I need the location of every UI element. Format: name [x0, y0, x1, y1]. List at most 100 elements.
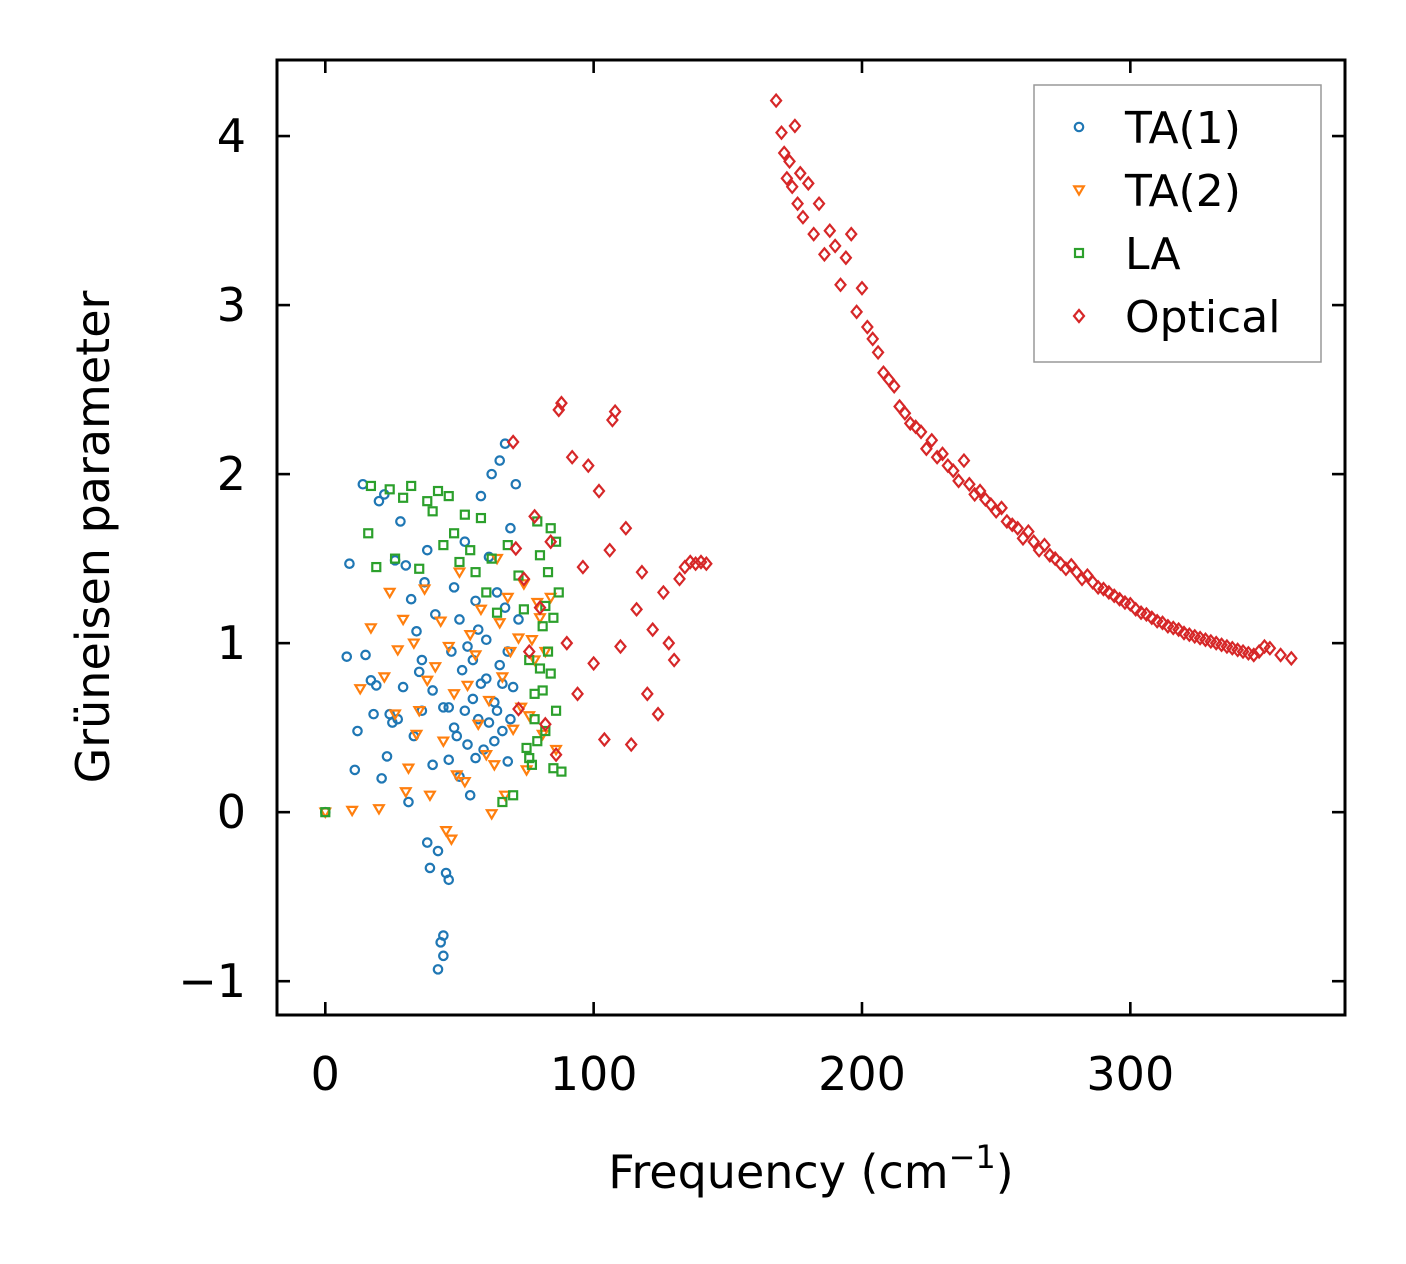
data-point	[432, 485, 444, 497]
data-point	[462, 739, 473, 750]
data-point	[475, 512, 487, 524]
data-point	[414, 563, 425, 574]
data-point	[1027, 534, 1041, 550]
data-point	[519, 765, 534, 777]
data-point	[421, 544, 433, 556]
data-point	[957, 452, 971, 469]
data-point	[525, 635, 539, 647]
data-point	[548, 763, 559, 774]
data-point	[407, 638, 421, 650]
data-point	[549, 746, 563, 763]
data-point	[555, 395, 568, 411]
data-point	[497, 796, 508, 808]
data-point	[503, 646, 518, 659]
data-point	[898, 405, 912, 421]
data-point	[444, 834, 459, 846]
data-point	[497, 725, 508, 737]
data-point	[443, 754, 455, 766]
data-point	[344, 558, 355, 569]
data-point	[560, 635, 574, 651]
data-point	[416, 654, 428, 666]
data-point	[475, 490, 487, 502]
data-point	[1075, 571, 1089, 587]
data-point	[533, 599, 547, 616]
data-point	[484, 809, 499, 821]
data-point	[502, 756, 514, 767]
data-point	[456, 664, 468, 676]
data-point	[834, 277, 847, 293]
data-point	[538, 716, 552, 732]
data-point	[866, 331, 880, 347]
x-tick-label: 200	[818, 1047, 906, 1101]
data-point	[467, 693, 479, 705]
data-point	[465, 545, 476, 556]
data-point	[973, 483, 987, 499]
data-point	[1172, 621, 1186, 638]
data-point	[513, 614, 524, 625]
data-point	[635, 564, 649, 580]
data-point	[1102, 584, 1116, 601]
data-point	[442, 641, 456, 654]
data-point	[545, 668, 556, 679]
data-point	[925, 432, 939, 449]
data-point	[483, 717, 495, 728]
data-point	[522, 711, 536, 723]
data-point	[540, 600, 551, 612]
data-point	[855, 280, 869, 296]
legend-label: Optical	[1125, 292, 1280, 343]
data-point	[919, 441, 933, 457]
data-point	[438, 930, 449, 941]
data-point	[499, 602, 511, 613]
data-point	[459, 705, 471, 717]
data-point	[417, 584, 432, 596]
data-point	[581, 457, 595, 474]
data-point	[372, 804, 386, 816]
data-point	[406, 480, 417, 492]
data-point	[468, 650, 483, 662]
data-point	[448, 722, 460, 733]
data-point	[651, 706, 665, 722]
data-point	[400, 560, 412, 571]
data-point	[1107, 588, 1121, 604]
data-point	[491, 587, 503, 598]
data-point	[556, 766, 567, 777]
data-point	[360, 649, 371, 661]
data-point	[791, 195, 805, 212]
data-point	[522, 643, 536, 660]
data-point	[438, 950, 449, 962]
y-tick-label: 2	[217, 447, 246, 501]
data-point	[903, 415, 917, 432]
y-axis-label: Grüneisen parameter	[66, 290, 120, 783]
legend-marker	[1073, 121, 1085, 133]
data-point	[345, 805, 359, 818]
data-point	[1274, 647, 1288, 663]
data-point	[447, 689, 461, 701]
data-point	[537, 685, 548, 696]
data-point	[352, 725, 363, 737]
data-point	[506, 724, 520, 737]
data-point	[521, 742, 532, 754]
data-point	[481, 634, 492, 646]
data-point	[1038, 537, 1051, 553]
data-point	[458, 777, 472, 789]
data-point	[640, 686, 654, 702]
data-point	[491, 705, 503, 717]
data-point	[507, 681, 519, 693]
data-point	[592, 483, 606, 499]
data-point	[534, 663, 546, 674]
data-point	[1021, 523, 1035, 540]
data-point	[436, 736, 451, 748]
data-point	[398, 492, 409, 503]
data-point	[427, 759, 438, 771]
data-point	[382, 587, 397, 600]
data-point	[443, 702, 455, 713]
data-point	[399, 787, 413, 799]
data-point	[409, 729, 424, 742]
data-point	[839, 250, 853, 266]
data-point	[403, 796, 414, 808]
data-point	[505, 713, 516, 725]
x-tick-label: 0	[311, 1047, 340, 1101]
data-point	[1156, 615, 1169, 631]
y-tick-label: 1	[217, 616, 246, 670]
data-point	[391, 645, 405, 657]
